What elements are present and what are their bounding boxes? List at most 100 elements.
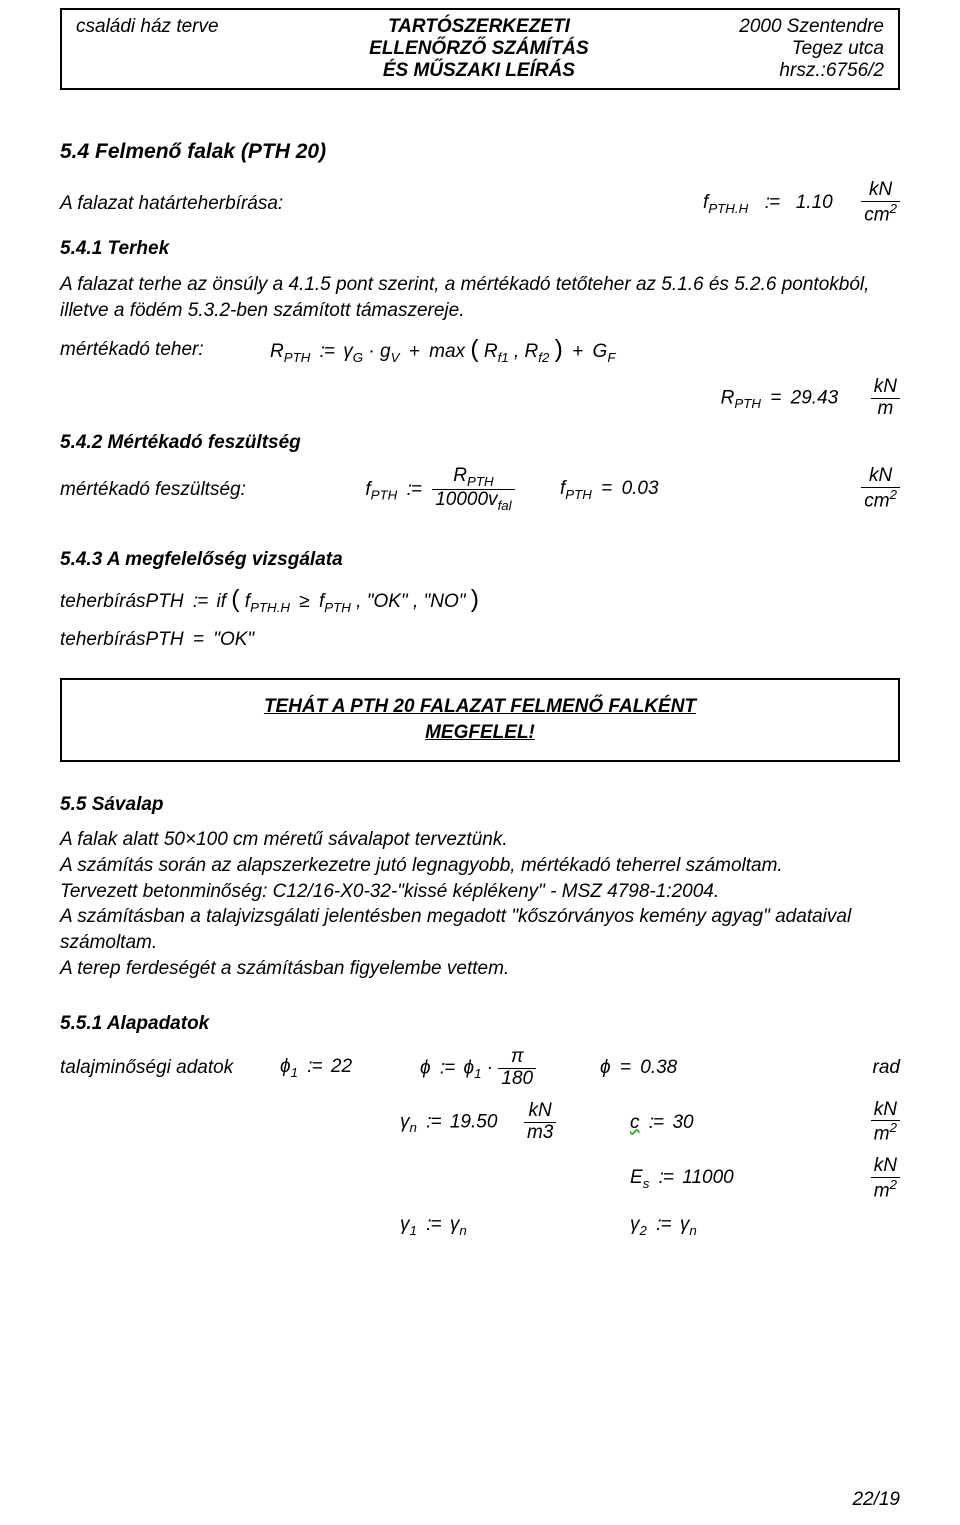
phi-row: talajminőségi adatok ϕ1 := 22 ϕ := ϕ1 · … (60, 1047, 900, 1090)
eq: = (193, 629, 204, 650)
den-sub: fal (498, 498, 512, 513)
f1s: PTH.H (250, 600, 290, 615)
eq: = (601, 478, 612, 499)
pi-180: π 180 (498, 1047, 536, 1090)
max: max (429, 341, 465, 362)
kn: kN (871, 1100, 900, 1122)
phi-e: ϕ (464, 1057, 475, 1078)
f-val: 0.03 (622, 478, 659, 499)
unit-2: 2 (890, 201, 897, 216)
no: "NO" (424, 591, 466, 612)
lpar: ( (470, 336, 478, 363)
unit-m: m (871, 399, 900, 420)
unit-kn-m: kN m (871, 377, 900, 420)
sup2: 2 (890, 1177, 897, 1192)
header-right: 2000 Szentendre Tegez utca hrsz.:6756/2 (739, 16, 884, 82)
res: "OK" (213, 629, 254, 650)
m2: m (874, 1124, 890, 1145)
unit-kn: kN (871, 377, 900, 399)
c1: , (356, 591, 361, 612)
header-center-l3: ÉS MŰSZAKI LEÍRÁS (369, 60, 589, 82)
Es: E (630, 1167, 643, 1188)
numRsub: PTH (467, 473, 494, 488)
c-v: 30 (672, 1112, 693, 1133)
rpth-def-row: mértékadó teher: RPTH := γG · gV + max (… (60, 333, 900, 367)
gamma-c-row: γn := 19.50 kN m3 c := 30 kN m2 (60, 1100, 900, 1146)
gn: γ (450, 1214, 460, 1235)
header-box: családi ház terve TARTÓSZERKEZETI ELLENŐ… (60, 8, 900, 90)
unit-kn-m2b: kN m2 (871, 1156, 900, 1202)
phi1v: 22 (331, 1056, 352, 1077)
f-sub: PTH (371, 487, 398, 502)
fpth-frac: RPTH 10000vfal (432, 466, 514, 514)
sec-5-5-1-title: 5.5.1 Alapadatok (60, 1011, 900, 1037)
sec-5-4-2-title: 5.4.2 Mértékadó feszültség (60, 430, 900, 456)
unit-cm: cm (864, 205, 889, 226)
Rf2s: f2 (538, 350, 549, 365)
unit-kn-cm2: kN cm2 (861, 466, 900, 512)
unit-kn-m3: kN m3 (524, 1101, 556, 1144)
rpth-res-row: RPTH = 29.43 kN m (60, 377, 900, 420)
page-root: családi ház terve TARTÓSZERKEZETI ELLENŐ… (0, 0, 960, 1525)
c-unit: kN m2 (871, 1100, 900, 1146)
mf-label: mértékadó feszültség: (60, 477, 320, 503)
sec-5-4-1-para: A falazat terhe az önsúly a 4.1.5 pont s… (60, 272, 900, 323)
f-pth-h-def: fPTH.H := 1.10 kN cm2 (703, 180, 900, 226)
unit-kn: kN (861, 180, 900, 202)
assign: := (320, 341, 334, 362)
tb: teherbírásPTH (60, 591, 184, 612)
sec-5-5-title: 5.5 Sávalap (60, 792, 900, 818)
ok: "OK" (367, 591, 408, 612)
one: 1 (291, 1065, 298, 1080)
assign: := (440, 1057, 454, 1078)
f-val: 1.10 (796, 192, 833, 213)
gamma: γ (400, 1112, 410, 1133)
es-def: Es := 11000 (630, 1165, 790, 1193)
rpar: ) (471, 586, 479, 613)
assign: := (649, 1112, 663, 1133)
g1-def: γ1 := γn (400, 1212, 630, 1240)
Esv: 11000 (682, 1167, 733, 1188)
concl-l2: MEGFELEL! (82, 720, 878, 746)
g2-def: γ2 := γn (630, 1212, 697, 1240)
concl-l1: TEHÁT A PTH 20 FALAZAT FELMENŐ FALKÉNT (82, 694, 878, 720)
header-right-l2: Tegez utca (739, 38, 884, 60)
g: g (380, 341, 391, 362)
f-sub: PTH (565, 486, 592, 501)
dot: · (368, 341, 374, 362)
c2: , (413, 591, 418, 612)
rpar: ) (555, 336, 563, 363)
gamma: γ (343, 341, 353, 362)
GFs: F (607, 350, 615, 365)
sec-5-4-title: 5.4 Felmenő falak (PTH 20) (60, 138, 900, 166)
assign: := (765, 192, 779, 213)
header-left: családi ház terve (76, 16, 219, 38)
c: c (630, 1112, 640, 1133)
sec-5-4-1-title: 5.4.1 Terhek (60, 236, 900, 262)
assign: := (193, 591, 207, 612)
g-v: V (391, 350, 400, 365)
page-number: 22/19 (852, 1489, 900, 1511)
unit-kn-cm2: kN cm2 (861, 180, 900, 226)
eq: = (770, 388, 781, 409)
R-sub: PTH (734, 396, 761, 411)
m2: m (874, 1180, 890, 1201)
g1: γ (400, 1214, 410, 1235)
R: R (721, 388, 735, 409)
header-left-l1: családi ház terve (76, 16, 219, 38)
assign: := (659, 1167, 673, 1188)
phi1-def: ϕ1 := 22 (280, 1054, 420, 1082)
assign: := (426, 1112, 440, 1133)
header-center-l1: TARTÓSZERKEZETI (369, 16, 589, 38)
assign: := (656, 1214, 670, 1235)
fpth-unit: kN cm2 (861, 466, 900, 512)
lpar: ( (231, 586, 239, 613)
Ess: s (643, 1176, 650, 1191)
assign: := (407, 478, 421, 499)
teherbiras-res: teherbírásPTH = "OK" (60, 627, 900, 653)
plus1: + (409, 341, 420, 362)
rpth-result: RPTH = 29.43 kN m (721, 377, 900, 420)
pi: π (498, 1047, 536, 1069)
es-unit: kN m2 (871, 1156, 900, 1202)
phi-def: ϕ := ϕ1 · π 180 (420, 1047, 600, 1090)
